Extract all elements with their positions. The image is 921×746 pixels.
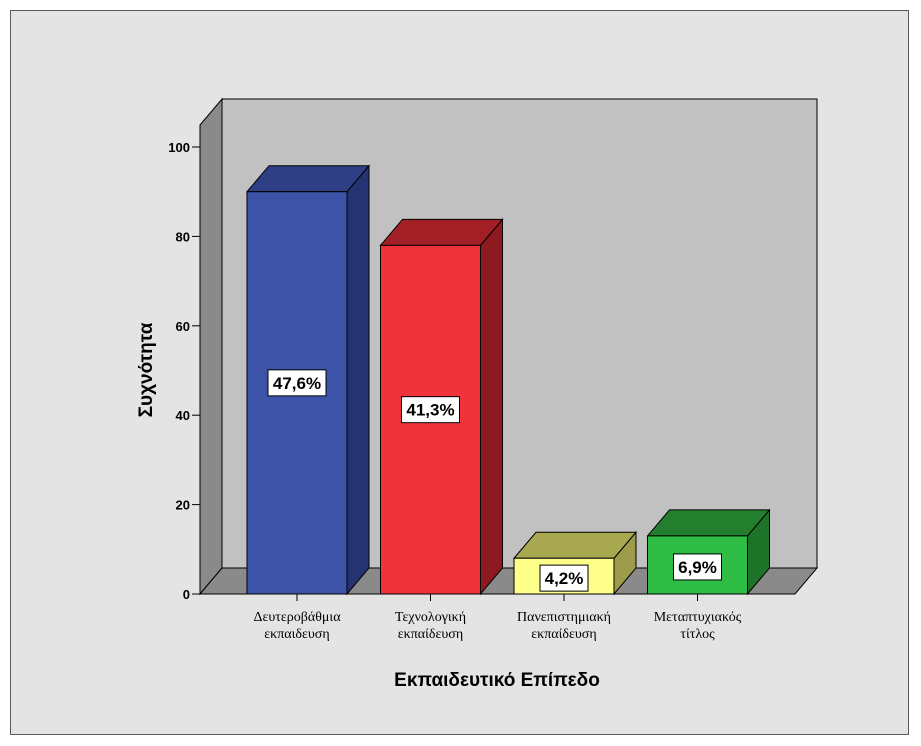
data-label: 4,2% xyxy=(545,569,584,588)
y-tick-label: 60 xyxy=(176,319,190,334)
bars: 47,6% 41,3% 4,2% 6,9% xyxy=(245,164,771,596)
data-label-box xyxy=(267,369,327,397)
y-axis-title: Συχνότητα xyxy=(136,322,157,417)
x-category-label: Πανεπιστημιακή xyxy=(517,610,611,625)
x-category-label: εκπαίδευση xyxy=(398,627,463,642)
y-axis: 0 20 40 60 80 100 xyxy=(168,125,201,602)
bar-side xyxy=(346,164,370,596)
y-tick-label: 40 xyxy=(176,408,190,423)
data-label-box xyxy=(539,564,589,592)
x-axis-categories: Δευτεροβάθμια εκπαιδευση Τεχνολογική εκπαίδ… xyxy=(253,594,742,642)
x-category-label: Τεχνολογική xyxy=(395,610,466,625)
data-label: 41,3% xyxy=(406,401,454,420)
bar-1: 47,6% xyxy=(245,164,371,596)
x-axis-title: Εκπαιδευτικό Επίπεδο xyxy=(394,670,600,691)
bar-top xyxy=(245,165,371,193)
y-tick-label: 0 xyxy=(183,587,190,602)
data-label: 6,9% xyxy=(678,558,717,577)
x-category-label: τίτλος xyxy=(680,627,715,642)
data-label-box xyxy=(401,396,460,424)
x-category-label: εκπαίδευση xyxy=(531,627,596,642)
bar-top xyxy=(379,218,504,246)
y-tick-label: 20 xyxy=(176,498,190,513)
y-tick-label: 100 xyxy=(168,140,190,155)
y-tick-label: 80 xyxy=(176,229,190,244)
bar-top xyxy=(646,509,771,537)
bar-2: 41,3% xyxy=(379,217,504,596)
x-category-label: Μεταπτυχιακός xyxy=(654,610,742,625)
bar-4: 6,9% xyxy=(646,508,771,596)
left-wall xyxy=(199,97,223,596)
x-category-label: Δευτεροβάθμια xyxy=(253,610,341,625)
x-category-label: εκπαιδευση xyxy=(264,627,329,642)
bar-side xyxy=(480,217,503,596)
bar-3: 4,2% xyxy=(512,530,638,596)
data-label-box xyxy=(673,553,722,581)
bar-top xyxy=(512,531,638,559)
data-label: 47,6% xyxy=(273,374,321,393)
